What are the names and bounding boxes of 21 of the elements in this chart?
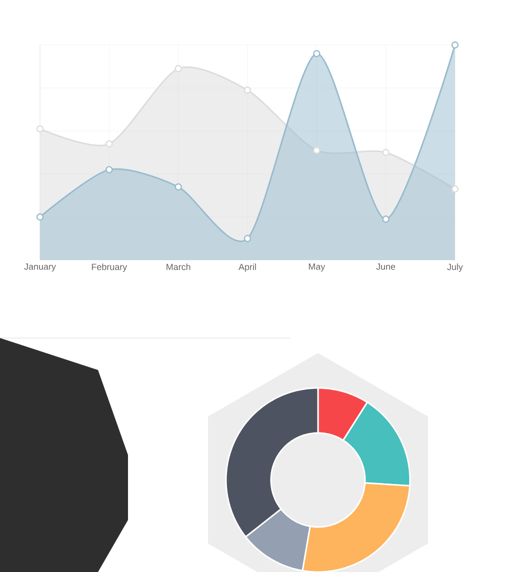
point bbox=[244, 234, 252, 242]
point bbox=[313, 146, 320, 154]
x-tick-label: March bbox=[166, 264, 190, 270]
point bbox=[382, 148, 390, 156]
x-tick-label: January bbox=[24, 264, 56, 272]
point bbox=[36, 213, 44, 221]
point bbox=[106, 140, 113, 148]
point bbox=[451, 185, 459, 193]
point bbox=[244, 86, 252, 94]
point bbox=[36, 125, 44, 132]
point bbox=[174, 65, 182, 72]
x-tick-label: June bbox=[376, 264, 396, 270]
x-tick-label: February bbox=[92, 264, 128, 272]
point bbox=[174, 183, 182, 190]
point bbox=[106, 166, 113, 174]
point bbox=[382, 216, 390, 223]
point bbox=[313, 50, 320, 58]
x-tick-label: May bbox=[308, 264, 326, 272]
x-tick-label: July bbox=[447, 264, 463, 272]
point bbox=[451, 41, 459, 49]
x-tick-label: April bbox=[238, 264, 256, 272]
